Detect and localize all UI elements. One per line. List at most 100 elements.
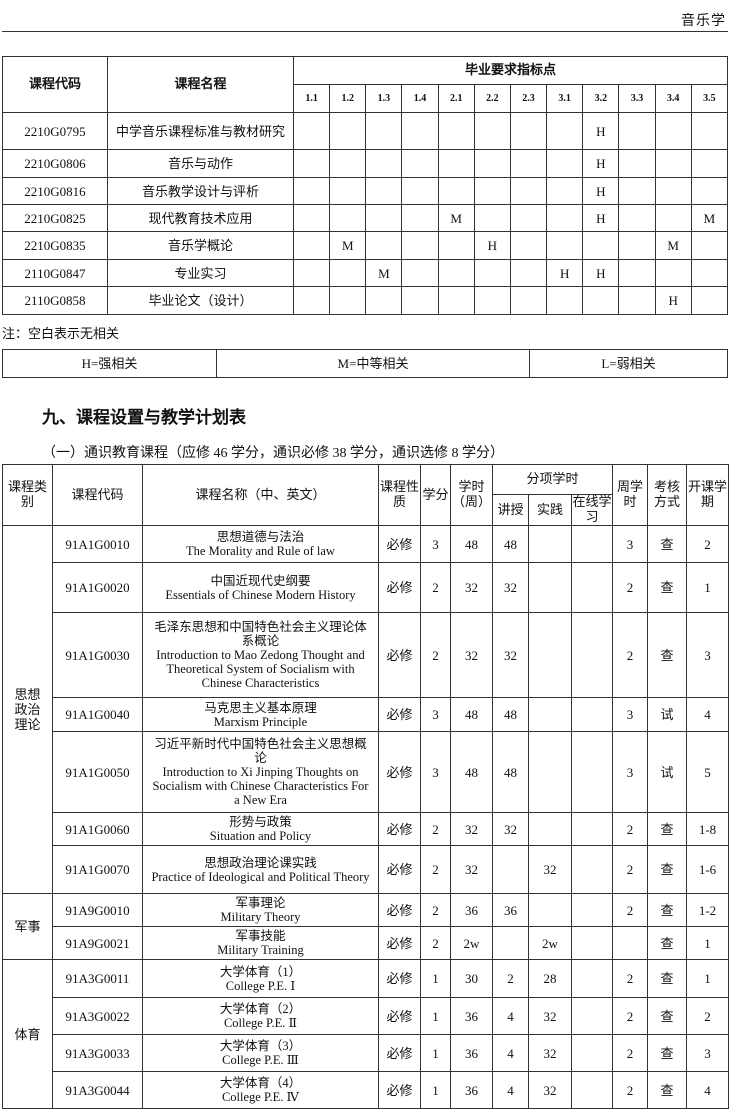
course-hours: 32 (450, 562, 493, 613)
course-weekly (612, 926, 648, 960)
course-category: 体育 (2, 959, 53, 1109)
course-lecture: 4 (492, 997, 529, 1035)
col-term: 开课学期 (686, 464, 729, 526)
indicator-cell (546, 149, 584, 178)
course-hours: 48 (450, 525, 493, 563)
course-practice (528, 731, 572, 813)
indicator-cell (473, 204, 511, 232)
course-practice: 32 (528, 1071, 572, 1109)
indicator-cell (618, 286, 656, 315)
course-nature: 必修 (378, 926, 421, 960)
table-row: 2210G0825 现代教育技术应用 M H M (2, 204, 729, 232)
col-exam: 考核方式 (647, 464, 687, 526)
course-weekly: 3 (612, 731, 648, 813)
table-row: 2110G0847 专业实习 M H H (2, 259, 729, 287)
indicator-cell (509, 204, 548, 232)
course-practice (528, 525, 572, 563)
indicator-cell (654, 204, 692, 232)
indicator-cell (654, 177, 692, 205)
course-name: 中国近现代史纲要 Essentials of Chinese Modern His… (142, 562, 379, 613)
col-nature: 课程性质 (378, 464, 421, 526)
course-lecture: 4 (492, 1071, 529, 1109)
indicator-cell (473, 259, 511, 287)
course-name: 音乐学概论 (107, 231, 294, 260)
indicator-cell (618, 112, 656, 150)
col-category: 课程类别 (2, 464, 53, 526)
indicator-cell (365, 231, 403, 260)
course-online (571, 893, 613, 927)
course-lecture: 32 (492, 812, 529, 846)
course-name-cn: 思想政治理论课实践 (204, 855, 317, 870)
indicator-cell (618, 231, 656, 260)
course-weekly: 2 (612, 1071, 648, 1109)
indicator-cell (401, 231, 439, 260)
course-practice (528, 612, 572, 698)
indicator-cell: M (437, 204, 475, 232)
course-name-cn: 大学体育（2） (219, 1002, 302, 1016)
course-name-en: Military Training (217, 943, 304, 957)
course-name: 毛泽东思想和中国特色社会主义理论体系概论 Introduction to Mao … (142, 612, 379, 698)
indicator-cell (329, 204, 367, 232)
indicator-cell (690, 231, 729, 260)
table-row: 2210G0835 音乐学概论 M H M (2, 231, 729, 260)
course-name: 大学体育（4） College P.E. Ⅳ (142, 1071, 379, 1109)
course-weekly: 2 (612, 893, 648, 927)
course-exam: 试 (647, 731, 687, 813)
table-row: 2110G0858 毕业论文（设计） H (2, 286, 729, 315)
course-name-en: College P.E. Ⅰ (225, 978, 296, 993)
indicator-cell (365, 149, 403, 178)
indicator-cell (654, 149, 692, 178)
course-nature: 必修 (378, 1071, 421, 1109)
indicator-cell (365, 177, 403, 205)
course-name-cn: 军事技能 (235, 929, 286, 943)
course-weekly: 2 (612, 1034, 648, 1072)
indicator-cell: M (365, 259, 403, 287)
indicator-cell (618, 149, 656, 178)
course-online (571, 926, 613, 960)
course-code: 91A1G0060 (52, 812, 143, 846)
course-nature: 必修 (378, 612, 421, 698)
course-nature: 必修 (378, 812, 421, 846)
col-code: 课程代码 (2, 56, 108, 113)
course-name: 习近平新时代中国特色社会主义思想概论 Introduction to Xi Jin… (142, 731, 379, 813)
course-practice (528, 893, 572, 927)
legend-table: H=强相关 M=中等相关 L=弱相关 (2, 349, 728, 378)
section-title: 九、课程设置与教学计划表 (42, 408, 246, 428)
course-credit: 1 (420, 1034, 451, 1072)
indicator-cell (365, 204, 403, 232)
course-nature: 必修 (378, 731, 421, 813)
indicator-cell (509, 177, 548, 205)
indicator-header: 2.1 (437, 84, 475, 113)
indicator-cell (329, 149, 367, 178)
course-exam: 查 (647, 926, 687, 960)
indicator-cell (292, 112, 331, 150)
indicator-cell: H (582, 112, 620, 150)
course-lecture: 32 (492, 562, 529, 613)
col-name: 课程名程 (107, 56, 294, 113)
table-row: 2210G0816 音乐教学设计与评析 H (2, 177, 729, 205)
course-name: 大学体育（2） College P.E. Ⅱ (142, 997, 379, 1035)
course-name-cn: 思想道德与法治 (216, 530, 305, 544)
col-group-indicators: 毕业要求指标点 (293, 56, 728, 85)
course-term: 1 (686, 959, 729, 998)
course-code: 2110G0858 (2, 286, 108, 315)
course-credit: 2 (420, 612, 451, 698)
course-lecture: 48 (492, 697, 529, 732)
course-credit: 2 (420, 893, 451, 927)
course-practice (528, 697, 572, 732)
indicator-cell: H (546, 259, 584, 287)
course-weekly: 2 (612, 845, 648, 894)
course-lecture (492, 926, 529, 960)
course-name-en: Introduction to Mao Zedong Thought and T… (156, 648, 365, 690)
indicator-header: 1.4 (401, 84, 439, 113)
course-exam: 查 (647, 845, 687, 894)
course-name: 思想道德与法治 The Morality and Rule of law (142, 525, 379, 563)
indicator-cell (329, 286, 367, 315)
indicator-cell: H (582, 177, 620, 205)
course-practice: 2w (528, 926, 572, 960)
course-name: 形势与政策 Situation and Policy (142, 812, 379, 846)
indicator-header: 3.4 (654, 84, 692, 113)
course-nature: 必修 (378, 893, 421, 927)
indicator-cell (292, 177, 331, 205)
course-hours: 32 (450, 845, 493, 894)
